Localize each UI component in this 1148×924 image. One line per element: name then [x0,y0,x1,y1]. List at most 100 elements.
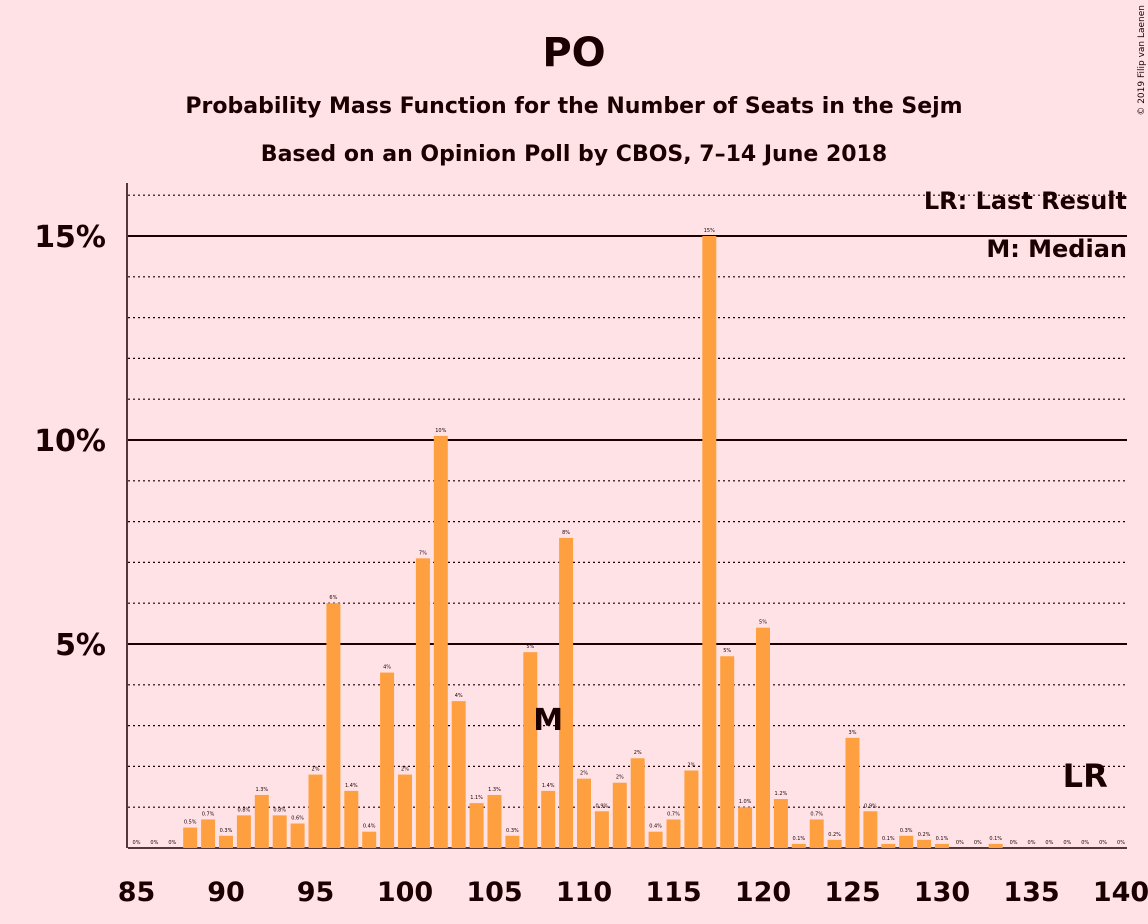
median-marker: M [533,703,563,738]
x-tick-label: 135 [1003,877,1059,908]
bar-seat-110 [577,778,591,848]
x-tick-label: 130 [914,877,970,908]
x-tick-label: 105 [466,877,522,908]
bar-label-seat-108: 1.4% [542,783,555,789]
bar-seat-105 [487,794,502,848]
bar-label-seat-126: 0.9% [864,803,877,809]
bar-label-seat-113: 2% [634,750,642,756]
bar-label-seat-135: 0% [1028,840,1036,846]
chart-subtitle-1: Probability Mass Function for the Number… [185,94,962,119]
bar-label-seat-86: 0% [150,840,158,846]
bar-label-seat-138: 0% [1081,840,1089,846]
bar-label-seat-106: 0.3% [506,828,519,834]
bar-label-seat-104: 1.1% [470,795,483,801]
bar-label-seat-101: 7% [419,550,427,556]
chart-title: PO [542,30,605,76]
bar-seat-112 [612,782,627,848]
bar-label-seat-116: 2% [687,762,695,768]
bar-label-seat-109: 8% [562,530,570,536]
bar-label-seat-105: 1.3% [488,787,501,793]
bar-seat-101 [415,558,430,848]
x-tick-label: 95 [297,877,335,908]
bar-seat-103 [451,701,466,848]
bar-seat-133 [988,843,1003,848]
bar-seat-107 [523,652,538,848]
bar-seat-116 [684,770,699,848]
y-tick-label: 5% [55,628,106,663]
y-tick-labels: 5% 10% 15% [34,220,106,663]
bar-label-seat-125: 3% [849,730,857,736]
bar-seat-121 [773,799,788,848]
chart-subtitle-2: Based on an Opinion Poll by CBOS, 7–14 J… [261,142,887,167]
bar-label-seat-110: 2% [580,771,588,777]
bar-label-seat-134: 0% [1010,840,1018,846]
bar-label-seat-120: 5% [759,620,767,626]
bar-label-seat-130: 0.1% [936,836,949,842]
bar-seat-98 [362,831,377,848]
bar-seat-95 [308,774,323,848]
bar-seat-128 [899,835,914,848]
x-tick-label: 120 [735,877,791,908]
bar-seat-111 [594,811,609,848]
bar-label-seat-99: 4% [383,665,391,671]
x-tick-label: 100 [377,877,433,908]
bar-label-seat-97: 1.4% [345,783,358,789]
bar-label-seat-93: 0.8% [273,807,286,813]
x-tick-labels: 85 90 95 100 105 110 115 120 125 130 135 140 [118,877,1148,908]
bar-label-seat-121: 1.2% [775,791,788,797]
legend-last-result: LR: Last Result [924,187,1127,215]
bar-value-labels: 0% 0% 0% 0.5% 0.7% 0.3% 0.8% 1.3% 0.8% 0.6% 2% 6% 1.… [133,228,1126,846]
bars [183,236,1003,848]
bar-seat-90 [219,835,233,848]
bar-label-seat-137: 0% [1063,840,1071,846]
y-tick-label: 10% [34,424,106,459]
bar-label-seat-103: 4% [455,693,463,699]
bar-seat-130 [935,843,949,848]
legend-median: M: Median [986,235,1127,263]
bar-seat-123 [809,819,824,848]
bar-seat-92 [254,794,269,848]
bar-label-seat-90: 0.3% [220,828,233,834]
last-result-marker: LR [1063,757,1108,795]
bar-seat-114 [648,831,663,848]
bar-label-seat-94: 0.6% [291,816,304,822]
y-tick-label: 15% [34,220,106,255]
bar-label-seat-132: 0% [974,840,982,846]
x-tick-label: 90 [207,877,245,908]
bar-seat-127 [881,843,896,848]
x-tick-label: 140 [1093,877,1148,908]
bar-label-seat-92: 1.3% [255,787,268,793]
bar-label-seat-117: 15% [704,228,715,234]
bar-label-seat-124: 0.2% [828,832,841,838]
bar-seat-124 [827,839,842,848]
bar-seat-100 [398,774,412,848]
bar-label-seat-98: 0.4% [363,824,376,830]
bar-seat-125 [845,737,860,848]
bar-label-seat-96: 6% [329,595,337,601]
bar-label-seat-112: 2% [616,775,624,781]
gridlines [128,194,1127,849]
bar-label-seat-95: 2% [312,767,320,773]
bar-label-seat-111: 0.9% [596,803,609,809]
bar-label-seat-87: 0% [168,840,176,846]
copyright-notice: © 2019 Filip van Laenen [1137,5,1147,116]
bar-seat-119 [738,807,753,848]
bar-seat-113 [630,758,645,848]
bar-seat-88 [183,827,198,848]
bar-label-seat-114: 0.4% [649,824,662,830]
x-tick-label: 85 [118,877,156,908]
bar-label-seat-119: 1.0% [739,799,752,805]
bar-seat-109 [559,537,574,848]
bar-label-seat-100: 2% [401,767,409,773]
bar-seat-115 [666,819,681,848]
bar-label-seat-89: 0.7% [202,811,215,817]
bar-seat-118 [720,656,735,848]
bar-label-seat-127: 0.1% [882,836,895,842]
x-tick-label: 125 [824,877,880,908]
bar-label-seat-136: 0% [1045,840,1053,846]
bar-label-seat-107: 5% [526,644,534,650]
bar-seat-117 [702,236,717,848]
bar-seat-122 [791,843,806,848]
bar-seat-91 [236,815,251,848]
bar-seat-126 [863,811,878,848]
